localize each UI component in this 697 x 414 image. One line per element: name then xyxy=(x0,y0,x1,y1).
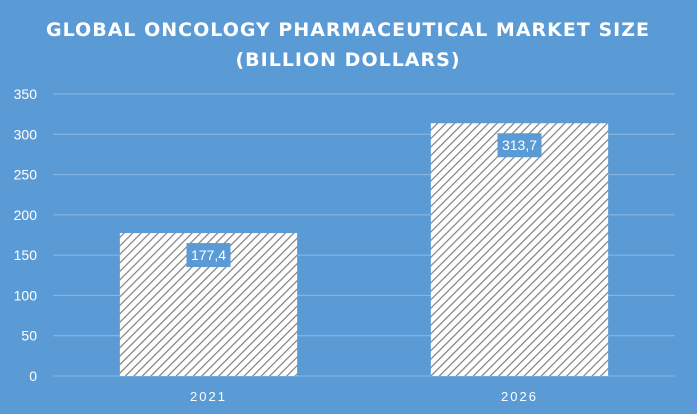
bar xyxy=(430,123,609,376)
y-tick-label: 250 xyxy=(14,167,38,183)
x-tick-label: 2026 xyxy=(501,389,538,404)
data-label: 177,4 xyxy=(191,247,226,263)
data-label: 313,7 xyxy=(502,137,537,153)
chart-title-line-2: (BILLION DOLLARS) xyxy=(235,49,460,71)
bars: 177,4 313,7 xyxy=(119,123,609,376)
x-tick-label: 2021 xyxy=(190,389,227,404)
y-tick-label: 50 xyxy=(21,328,37,344)
chart-title-line-1: GLOBAL ONCOLOGY PHARMACEUTICAL MARKET SI… xyxy=(46,19,650,41)
y-tick-label: 200 xyxy=(14,207,38,223)
y-tick-label: 100 xyxy=(14,287,38,303)
y-tick-label: 150 xyxy=(14,247,38,263)
x-axis: 2021 2026 xyxy=(190,389,538,404)
data-label-box xyxy=(186,243,231,268)
y-tick-label: 0 xyxy=(29,368,37,384)
y-axis: 0 50 100 150 200 250 300 350 xyxy=(14,86,38,384)
y-tick-label: 350 xyxy=(14,86,38,102)
y-tick-label: 300 xyxy=(14,126,38,142)
data-label-box xyxy=(497,133,542,158)
